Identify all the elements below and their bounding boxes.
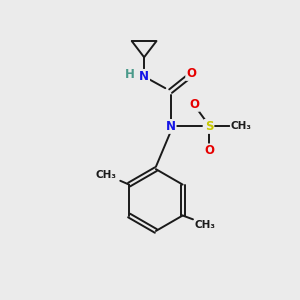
Text: O: O bbox=[204, 144, 214, 158]
Text: H: H bbox=[125, 68, 135, 81]
Text: CH₃: CH₃ bbox=[195, 220, 216, 230]
Text: N: N bbox=[166, 120, 176, 133]
Text: O: O bbox=[186, 67, 196, 80]
Text: N: N bbox=[139, 70, 149, 83]
Text: CH₃: CH₃ bbox=[231, 122, 252, 131]
Text: CH₃: CH₃ bbox=[96, 170, 117, 180]
Text: O: O bbox=[189, 98, 199, 111]
Text: S: S bbox=[205, 120, 213, 133]
